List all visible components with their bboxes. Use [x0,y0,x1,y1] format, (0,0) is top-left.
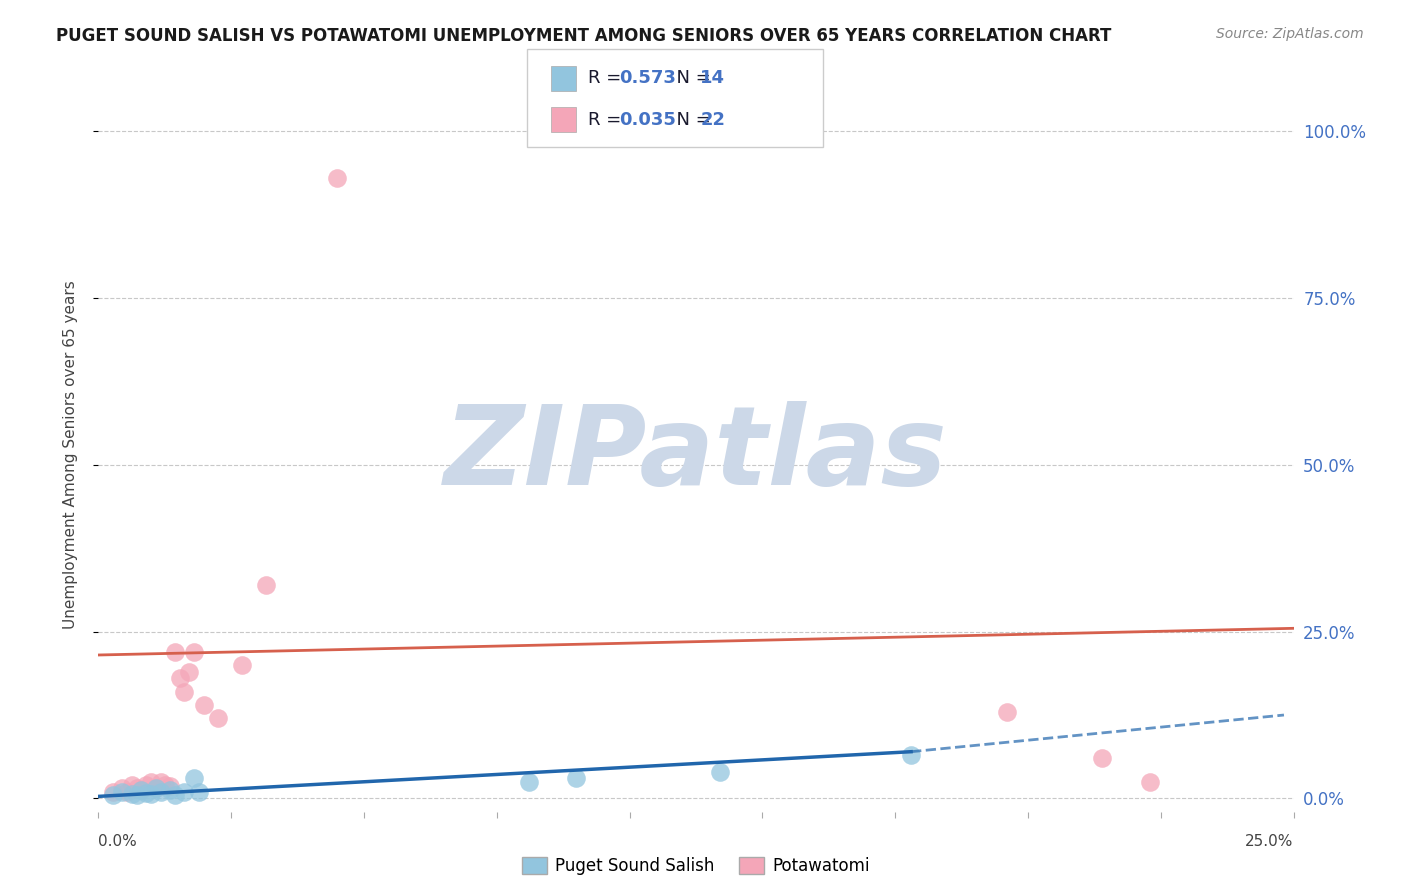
Point [1091,751,1114,765]
Point [995,705,1018,719]
Point [193,698,215,712]
Point [145,781,167,796]
Point [101,788,124,802]
Point [565,772,588,786]
Point [326,171,349,186]
Point [709,764,731,779]
Point [111,781,134,796]
Point [169,671,191,685]
Point [173,684,195,698]
Text: 22: 22 [700,111,725,128]
Text: 0.573: 0.573 [619,70,675,87]
Text: R =: R = [588,70,627,87]
Point [131,783,153,797]
Point [131,783,153,797]
Point [1139,774,1161,789]
Legend: Puget Sound Salish, Potawatomi: Puget Sound Salish, Potawatomi [515,850,877,882]
Text: 14: 14 [700,70,725,87]
Y-axis label: Unemployment Among Seniors over 65 years: Unemployment Among Seniors over 65 years [63,281,77,629]
Point [139,774,162,789]
Text: N =: N = [665,111,717,128]
Point [149,774,172,789]
Point [159,783,181,797]
Point [121,787,143,801]
Point [231,658,253,673]
Point [163,788,186,802]
Point [207,711,229,725]
Text: N =: N = [665,70,717,87]
Point [145,781,167,796]
Point [159,780,181,794]
Text: ZIPatlas: ZIPatlas [444,401,948,508]
Point [155,778,177,792]
Point [115,785,138,799]
Text: PUGET SOUND SALISH VS POTAWATOMI UNEMPLOYMENT AMONG SENIORS OVER 65 YEARS CORREL: PUGET SOUND SALISH VS POTAWATOMI UNEMPLO… [56,27,1112,45]
Point [183,645,205,659]
Point [173,785,195,799]
Point [254,578,277,592]
Point [111,785,134,799]
Point [149,785,172,799]
Point [135,786,157,800]
Point [101,785,124,799]
Text: 25.0%: 25.0% [1246,834,1294,849]
Text: 0.0%: 0.0% [98,834,138,849]
Point [135,778,157,792]
Point [179,665,201,679]
Point [517,774,540,789]
Point [187,785,209,799]
Point [183,772,205,786]
Point [139,788,162,802]
Text: 0.035: 0.035 [619,111,675,128]
Text: Source: ZipAtlas.com: Source: ZipAtlas.com [1216,27,1364,41]
Point [121,778,143,792]
Point [125,788,148,802]
Point [163,645,186,659]
Point [125,781,148,796]
Point [900,747,922,762]
Text: R =: R = [588,111,627,128]
